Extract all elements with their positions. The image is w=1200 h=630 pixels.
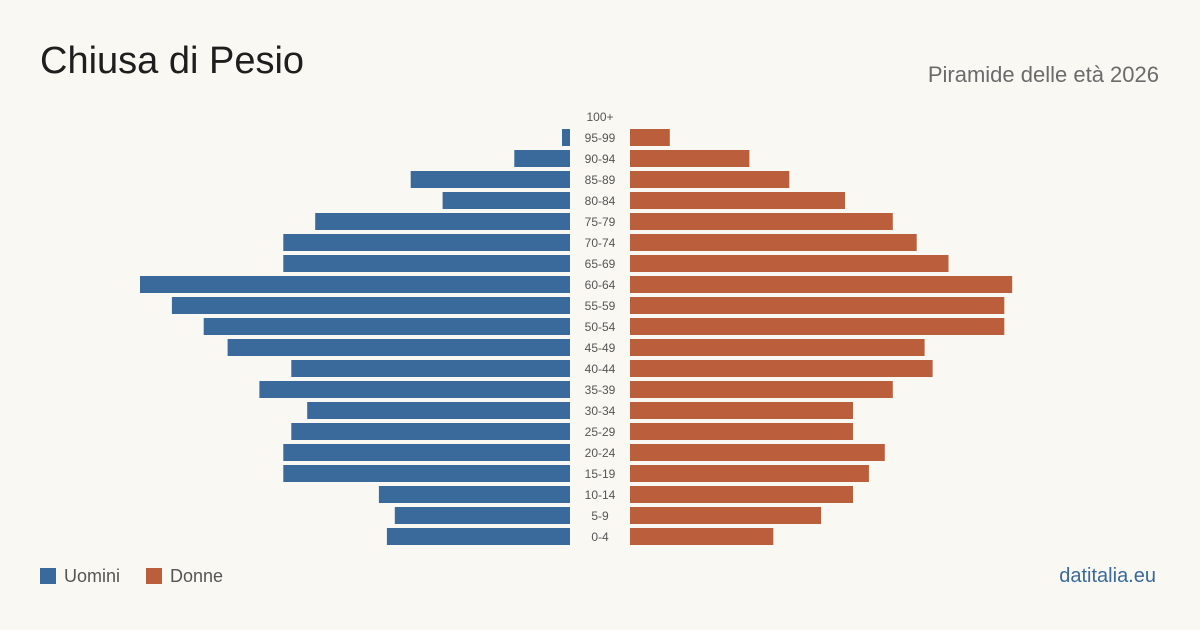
legend-item-women: Donne	[146, 566, 223, 586]
age-label-10-14: 10-14	[585, 488, 616, 502]
age-label-65-69: 65-69	[585, 257, 616, 271]
legend-item-men: Uomini	[40, 566, 120, 586]
legend-label-men: Uomini	[64, 566, 121, 586]
women-bar-70-74	[630, 234, 917, 251]
age-label-40-44: 40-44	[585, 362, 616, 376]
men-bar-75-79	[315, 213, 570, 230]
men-bar-90-94	[514, 150, 570, 167]
age-label-75-79: 75-79	[585, 215, 616, 229]
men-bar-50-54	[203, 318, 570, 335]
men-bar-95-99	[562, 129, 570, 146]
age-label-45-49: 45-49	[585, 341, 616, 355]
men-bar-55-59	[171, 297, 570, 314]
legend: Uomini Donne	[40, 566, 249, 586]
age-label-100plus: 100+	[586, 110, 613, 124]
men-bar-85-89	[410, 171, 570, 188]
women-bar-60-64	[630, 276, 1013, 293]
women-bar-25-29	[630, 423, 853, 440]
women-bar-95-99	[630, 129, 670, 146]
age-label-30-34: 30-34	[585, 404, 616, 418]
women-bar-5-9	[630, 507, 822, 524]
men-bar-40-44	[291, 360, 570, 377]
men-bar-60-64	[140, 276, 570, 293]
men-bar-70-74	[283, 234, 570, 251]
women-bar-85-89	[630, 171, 790, 188]
women-bar-80-84	[630, 192, 845, 209]
men-bar-45-49	[227, 339, 570, 356]
men-bar-35-39	[259, 381, 570, 398]
men-bar-20-24	[283, 444, 570, 461]
women-bar-50-54	[630, 318, 1005, 335]
legend-label-women: Donne	[170, 566, 224, 586]
age-label-20-24: 20-24	[585, 446, 616, 460]
women-bar-15-19	[630, 465, 869, 482]
age-label-90-94: 90-94	[585, 152, 616, 166]
age-group-labels: 100+ 95-99 90-94 85-89 80-84 75-79 70-74 65-69 6…	[585, 110, 616, 544]
age-label-80-84: 80-84	[585, 194, 616, 208]
men-bar-30-34	[307, 402, 570, 419]
legend-swatch-men	[40, 568, 56, 584]
women-bar-90-94	[630, 150, 750, 167]
women-bars	[630, 129, 1013, 545]
men-bar-25-29	[291, 423, 570, 440]
men-bar-0-4	[386, 528, 570, 545]
age-label-85-89: 85-89	[585, 173, 616, 187]
age-label-70-74: 70-74	[585, 236, 616, 250]
women-bar-10-14	[630, 486, 853, 503]
women-bar-45-49	[630, 339, 925, 356]
men-bar-5-9	[394, 507, 570, 524]
age-label-35-39: 35-39	[585, 383, 616, 397]
age-label-50-54: 50-54	[585, 320, 616, 334]
women-bar-65-69	[630, 255, 949, 272]
women-bar-75-79	[630, 213, 893, 230]
brand-link[interactable]: datitalia.eu	[1059, 565, 1156, 587]
age-label-25-29: 25-29	[585, 425, 616, 439]
men-bar-10-14	[378, 486, 570, 503]
men-bar-65-69	[283, 255, 570, 272]
women-bar-35-39	[630, 381, 893, 398]
chart-subtitle: Piramide delle età 2026	[927, 62, 1159, 87]
legend-swatch-women	[146, 568, 163, 584]
men-bars	[140, 129, 570, 545]
age-label-60-64: 60-64	[585, 278, 616, 292]
age-label-95-99: 95-99	[585, 131, 616, 145]
men-bar-15-19	[283, 465, 570, 482]
women-bar-55-59	[630, 297, 1005, 314]
women-bar-30-34	[630, 402, 853, 419]
age-label-5-9: 5-9	[591, 509, 609, 523]
women-bar-0-4	[630, 528, 774, 545]
men-bar-80-84	[442, 192, 570, 209]
chart-title: Chiusa di Pesio	[40, 40, 305, 82]
age-label-0-4: 0-4	[591, 530, 609, 544]
age-label-55-59: 55-59	[585, 299, 616, 313]
age-label-15-19: 15-19	[585, 467, 616, 481]
women-bar-20-24	[630, 444, 885, 461]
women-bar-40-44	[630, 360, 933, 377]
